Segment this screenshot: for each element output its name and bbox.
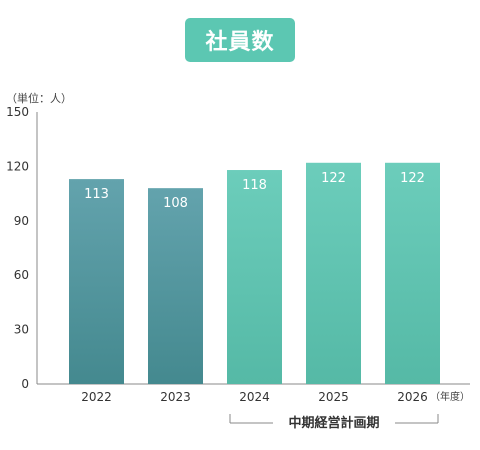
- x-tick-label-2026: 2026: [397, 390, 428, 404]
- data-label-2023: 108: [163, 196, 188, 211]
- bar-2022: [69, 179, 124, 384]
- data-label-2026: 122: [400, 171, 425, 186]
- data-label-2025: 122: [321, 171, 346, 186]
- mid-term-plan-bracket: 中期経営計画期: [229, 414, 439, 431]
- y-tick-label-90: 90: [14, 214, 29, 228]
- data-label-2024: 118: [242, 178, 267, 193]
- bracket-label: 中期経営計画期: [288, 415, 379, 431]
- bar-2024: [227, 170, 282, 384]
- x-axis-unit-label: （年度）: [430, 390, 470, 403]
- x-tick-label-2023: 2023: [160, 390, 191, 404]
- bar-2025: [306, 162, 361, 384]
- bar-2026: [385, 162, 440, 384]
- chart-title: 社員数: [185, 18, 295, 62]
- y-tick-label-150: 150: [6, 105, 29, 119]
- data-label-2022: 113: [84, 187, 109, 202]
- x-tick-label-2024: 2024: [239, 390, 270, 404]
- y-tick-label-30: 30: [14, 323, 29, 337]
- y-tick-label-120: 120: [6, 159, 29, 173]
- x-tick-label-2022: 2022: [81, 390, 112, 404]
- y-axis-unit-label: （単位：人）: [6, 92, 72, 105]
- x-tick-label-2025: 2025: [318, 390, 349, 404]
- y-tick-label-0: 0: [21, 377, 29, 391]
- y-tick-label-60: 60: [14, 268, 29, 282]
- bar-2023: [148, 188, 203, 384]
